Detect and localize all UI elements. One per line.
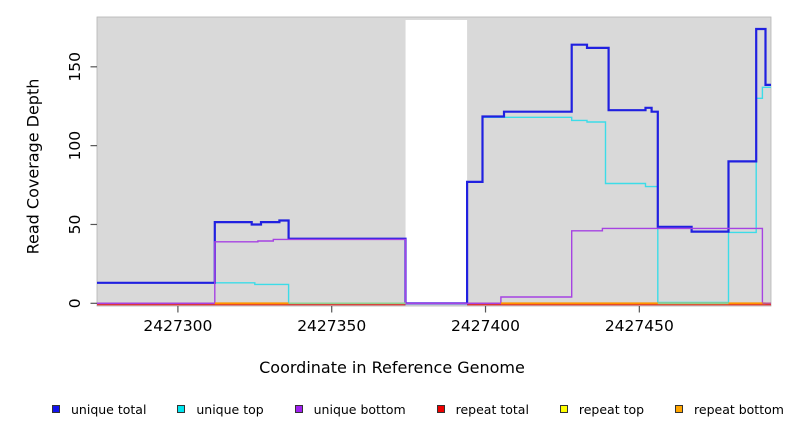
x-axis-tick-label: 2427400 <box>451 317 520 335</box>
legend-label: repeat top <box>578 401 645 417</box>
no-data-gap <box>405 20 468 304</box>
x-axis-title-text: Coordinate in Reference Genome <box>259 358 525 377</box>
legend: unique total unique top unique bottom re… <box>52 399 784 419</box>
legend-swatch-unique-total-icon <box>52 405 60 413</box>
legend-label: unique bottom <box>313 401 406 417</box>
legend-item-repeat-total: repeat total <box>436 401 529 417</box>
legend-swatch-repeat-top-icon <box>559 405 568 413</box>
legend-swatch-repeat-total-icon <box>436 405 445 413</box>
legend-swatch-repeat-bottom-icon <box>675 405 684 413</box>
x-axis-tick-label: 2427350 <box>297 317 366 335</box>
y-axis-title: Read Coverage Depth <box>23 78 43 255</box>
legend-swatch-unique-bottom-icon <box>294 405 303 413</box>
y-axis-tick-label: 150 <box>66 52 84 82</box>
legend-item-unique-total: unique total <box>52 402 146 417</box>
x-axis-title: Coordinate in Reference Genome <box>0 358 792 377</box>
y-axis-tick-label: 50 <box>66 215 84 235</box>
legend-label: repeat total <box>455 401 529 417</box>
y-axis-tick-label: 100 <box>66 131 84 161</box>
series-line-unique-total <box>97 27 771 305</box>
legend-swatch-unique-top-icon <box>177 405 186 413</box>
legend-label: unique total <box>71 401 147 417</box>
x-axis-tick-label: 2427450 <box>605 317 674 335</box>
legend-item-unique-top: unique top <box>177 401 264 417</box>
legend-item-repeat-bottom: repeat bottom <box>675 402 784 417</box>
y-axis-tick-label: 0 <box>66 298 84 308</box>
legend-item-repeat-top: repeat top <box>559 401 645 417</box>
legend-label: repeat bottom <box>694 401 784 417</box>
series-line-unique-bottom <box>97 227 771 304</box>
x-axis-tick-label: 2427300 <box>143 317 212 335</box>
legend-label: unique top <box>196 401 264 417</box>
legend-item-unique-bottom: unique bottom <box>294 401 406 417</box>
